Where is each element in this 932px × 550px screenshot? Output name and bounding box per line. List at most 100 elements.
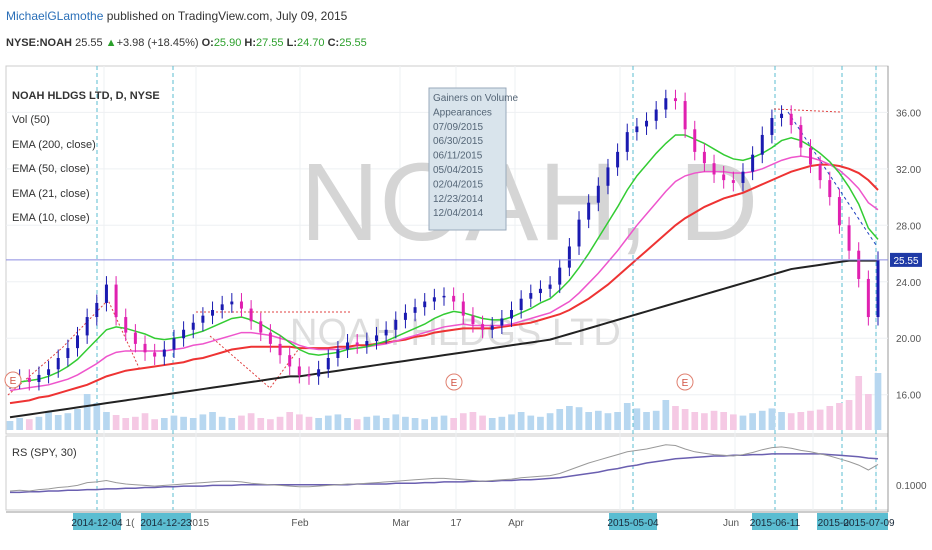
legend-ema200[interactable]: EMA (200, close) [12,139,96,151]
candle-body [268,332,272,344]
candle-body [95,302,99,318]
date-highlight-label: 2015-06-11 [750,518,801,529]
candle-body [85,317,89,336]
volume-bar [807,410,814,430]
volume-bar [141,413,149,430]
volume-bar [816,409,824,430]
low-label: L: [286,37,297,49]
rs-panel[interactable] [5,435,889,511]
candle-body [432,297,436,302]
legend-ema50[interactable]: EMA (50, close) [12,163,90,175]
volume-bar [93,403,101,430]
earnings-marker-2[interactable] [445,373,463,391]
legend-symbol[interactable]: NOAH HLDGS LTD, D, NYSE [12,90,160,102]
volume-bar [778,412,785,430]
volume-bar [701,413,708,430]
volume-bar [170,415,178,430]
volume-bar [826,406,834,430]
date-highlight-box [752,513,798,530]
candle-body [153,352,157,357]
candle-body [191,322,195,330]
volume-bar [459,413,467,430]
candle-body [37,374,41,382]
volume-bar [344,418,351,430]
volume-bar [392,414,400,430]
gainers-notes-box[interactable]: Gainers on Volume Appearances 07/09/2015 06… [428,87,518,231]
volume-bar [440,415,448,430]
candle-body [259,321,263,333]
notes-line: 12/23/2014 [433,194,483,205]
volume-bar [710,410,718,430]
publish-header: MichaelGLamothe published on TradingView… [6,9,347,23]
candle-body [857,250,861,279]
candle-body [510,310,514,319]
volume-bar [160,418,168,430]
notes-line: Appearances [433,107,492,118]
ema200-line [9,259,878,419]
volume-bar [35,416,43,430]
volume-bar [488,418,496,430]
volume-bar [16,418,23,430]
open-value: 25.90 [213,37,242,49]
author-link[interactable]: MichaelGLamothe [6,9,104,23]
candle-body [114,284,118,318]
ema50-line [9,163,879,405]
date-highlight-box [817,513,855,530]
earnings-marker-1[interactable] [4,371,22,389]
candle-body [326,358,330,370]
candle-body [66,348,70,358]
candle-body [365,341,369,346]
rs-label[interactable]: RS (SPY, 30) [12,447,77,459]
last-price: 25.55 [75,37,103,49]
candle-body [876,259,880,318]
volume-bar [83,394,91,430]
candle-body [751,154,755,172]
watermark-symbol: NOAH, D [300,141,758,264]
up-arrow-icon: ▲ [105,37,117,49]
candle-body [481,324,485,330]
legend-ema21[interactable]: EMA (21, close) [12,188,90,200]
volume-bar [334,414,342,430]
notes-line: 06/11/2015 [433,151,483,162]
candle-body [664,98,668,110]
candle-body [211,310,215,316]
volume-bar [537,416,544,430]
volume-bar [508,414,515,430]
volume-bars [6,373,882,430]
legend-ema10[interactable]: EMA (10, close) [12,212,90,224]
volume-bar [305,416,313,430]
candle-body [452,295,456,302]
candle-body [702,151,706,164]
date-highlight-box [141,513,191,530]
candle-body [413,307,417,313]
volume-bar [594,410,602,430]
candle-body [558,267,562,285]
time-axis[interactable]: 2015 Feb Mar 17 Apr Jun 1(2014-12-04 2014-12-23… [71,513,895,530]
earnings-marker-2-label: E [451,378,458,389]
volume-bar [267,419,274,430]
volume-bar [238,415,245,430]
volume-bar [527,415,535,430]
rs-tick: 0.1000 [896,481,927,492]
legend-vol[interactable]: Vol (50) [12,114,50,126]
earnings-marker-3-label: E [682,378,689,389]
rs-lines [9,444,879,494]
volume-bar [103,412,110,430]
date-highlight-box [73,513,121,530]
volume-bar [479,415,486,430]
volume-bar [353,419,361,430]
volume-bar [681,409,689,430]
volume-bar [768,408,776,430]
candle-body [606,167,610,186]
candle-body [162,349,166,357]
volume-bar [546,413,554,430]
earnings-markers[interactable]: E E E [4,371,694,391]
candle-body [808,147,812,165]
close-value: 25.55 [339,37,367,49]
candle-body [403,312,407,320]
earnings-marker-3[interactable] [676,373,694,391]
notes-line: 07/09/2015 [433,122,483,133]
volume-bar [411,418,419,430]
price-tick-label: 28.00 [896,221,921,232]
